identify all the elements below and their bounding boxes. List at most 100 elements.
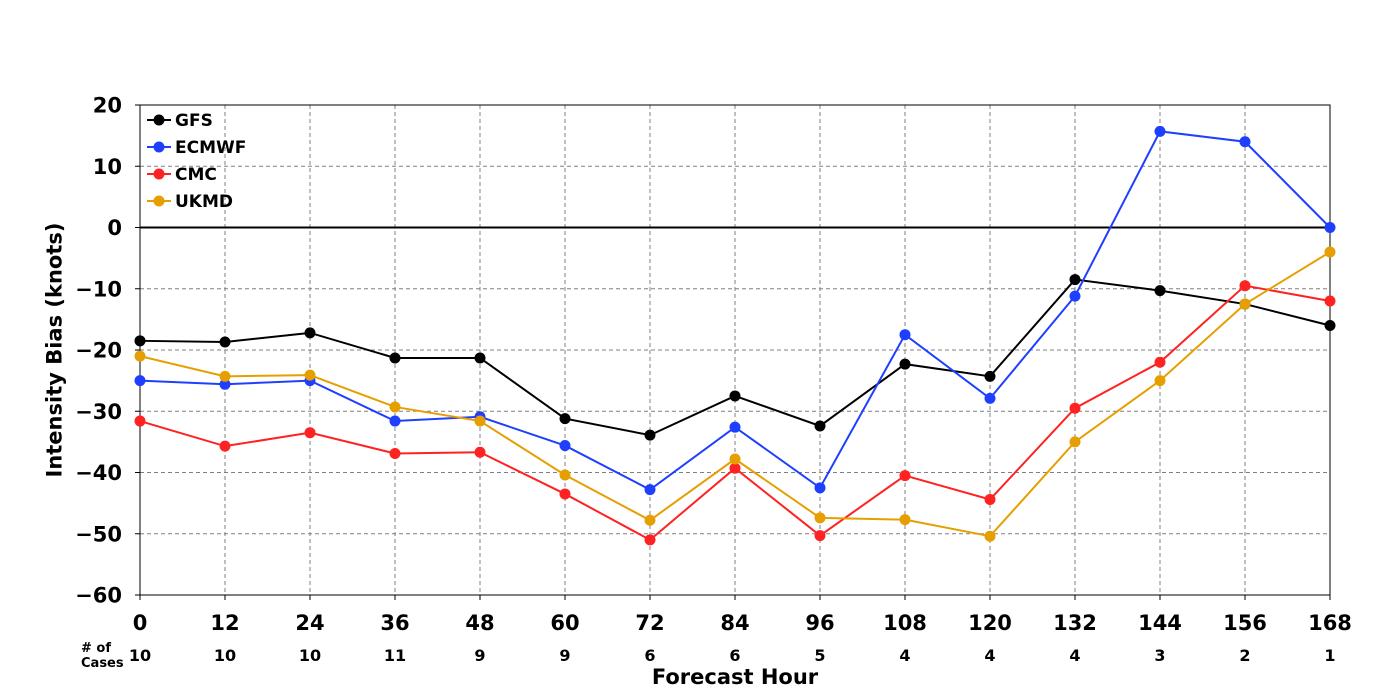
- data-point: [644, 534, 656, 546]
- data-point: [644, 484, 656, 496]
- case-count-label: 10: [299, 646, 321, 665]
- data-point: [1154, 285, 1166, 297]
- x-tick-label: 144: [1138, 611, 1182, 635]
- data-point: [984, 370, 996, 382]
- series-ecmwf: [134, 125, 1336, 496]
- case-count-label: 4: [984, 646, 995, 665]
- data-point: [814, 420, 826, 432]
- x-tick-label: 12: [210, 611, 239, 635]
- data-point: [1324, 295, 1336, 307]
- data-point: [134, 350, 146, 362]
- data-point: [219, 378, 231, 390]
- data-point: [389, 401, 401, 413]
- cases-title-line: # of: [81, 641, 111, 656]
- case-count-label: 2: [1239, 646, 1250, 665]
- data-point: [1239, 298, 1251, 310]
- data-point: [389, 448, 401, 460]
- data-point: [134, 415, 146, 427]
- data-point: [644, 429, 656, 441]
- data-point: [984, 493, 996, 505]
- data-point: [984, 392, 996, 404]
- legend-swatch-marker: [153, 141, 165, 153]
- y-tick-label: −30: [75, 400, 122, 424]
- case-count-label: 3: [1154, 646, 1165, 665]
- data-point: [899, 470, 911, 482]
- legend-swatch-marker: [153, 114, 165, 126]
- x-tick-label: 84: [720, 611, 749, 635]
- data-point: [474, 415, 486, 427]
- data-point: [559, 469, 571, 481]
- y-axis-ticks: 20 10 0 −10 −20 −30 −40 −50 −60: [75, 94, 140, 608]
- grid: [140, 105, 1330, 595]
- y-tick-label: −10: [75, 277, 122, 301]
- data-point: [1069, 436, 1081, 448]
- data-point: [1154, 375, 1166, 387]
- data-point: [1154, 356, 1166, 368]
- legend: GFS ECMWF CMC UKMD: [147, 111, 246, 212]
- x-tick-label: 96: [805, 611, 834, 635]
- legend-label: UKMD: [175, 192, 233, 212]
- case-count-label: 11: [384, 646, 406, 665]
- data-point: [304, 427, 316, 439]
- case-count-label: 6: [729, 646, 740, 665]
- series-ukmd: [134, 246, 1336, 542]
- data-point: [1154, 125, 1166, 137]
- case-count-label: 6: [644, 646, 655, 665]
- x-tick-label: 120: [968, 611, 1012, 635]
- legend-item-ukmd: UKMD: [147, 192, 233, 212]
- x-tick-label: 168: [1308, 611, 1352, 635]
- data-point: [1069, 402, 1081, 414]
- legend-item-gfs: GFS: [147, 111, 213, 131]
- legend-swatch-marker: [153, 195, 165, 207]
- data-point: [1239, 136, 1251, 148]
- x-tick-label: 24: [295, 611, 324, 635]
- legend-label: GFS: [175, 111, 213, 131]
- legend-label: CMC: [175, 165, 217, 185]
- data-point: [304, 369, 316, 381]
- data-point: [1324, 246, 1336, 258]
- x-tick-label: 36: [380, 611, 409, 635]
- case-count-label: 10: [214, 646, 236, 665]
- cases-title-line: Cases: [81, 656, 124, 671]
- data-point: [1069, 274, 1081, 286]
- data-point: [899, 358, 911, 370]
- x-axis-title: Forecast Hour: [652, 665, 819, 689]
- case-count-label: 10: [129, 646, 151, 665]
- cases-title: # of Cases: [81, 641, 124, 671]
- data-point: [729, 421, 741, 433]
- y-axis-title: Intensity Bias (knots): [42, 223, 66, 478]
- data-point: [899, 329, 911, 341]
- cases-row: 10 10 10 11 9 9 6 6 5 4 4 4 3 2 1: [129, 646, 1336, 665]
- x-tick-label: 108: [883, 611, 927, 635]
- case-count-label: 5: [814, 646, 825, 665]
- x-tick-label: 48: [465, 611, 494, 635]
- x-tick-label: 132: [1053, 611, 1097, 635]
- case-count-label: 1: [1324, 646, 1335, 665]
- legend-label: ECMWF: [175, 138, 246, 158]
- data-point: [729, 453, 741, 465]
- case-count-label: 9: [559, 646, 570, 665]
- data-point: [474, 352, 486, 364]
- data-point: [559, 413, 571, 425]
- y-tick-label: 0: [107, 216, 122, 240]
- data-point: [219, 336, 231, 348]
- data-point: [134, 335, 146, 347]
- data-point: [474, 446, 486, 458]
- data-point: [219, 370, 231, 382]
- x-tick-label: 0: [133, 611, 148, 635]
- data-point: [389, 415, 401, 427]
- x-tick-label: 72: [635, 611, 664, 635]
- y-tick-label: −50: [75, 522, 122, 546]
- y-tick-label: −40: [75, 461, 122, 485]
- case-count-label: 4: [1069, 646, 1080, 665]
- data-point: [559, 440, 571, 452]
- y-tick-label: 10: [93, 155, 122, 179]
- legend-item-cmc: CMC: [147, 165, 217, 185]
- data-point: [1069, 290, 1081, 302]
- series-lines: [134, 125, 1336, 546]
- legend-swatch-marker: [153, 168, 165, 180]
- data-point: [644, 514, 656, 526]
- data-point: [304, 327, 316, 339]
- data-point: [1324, 222, 1336, 233]
